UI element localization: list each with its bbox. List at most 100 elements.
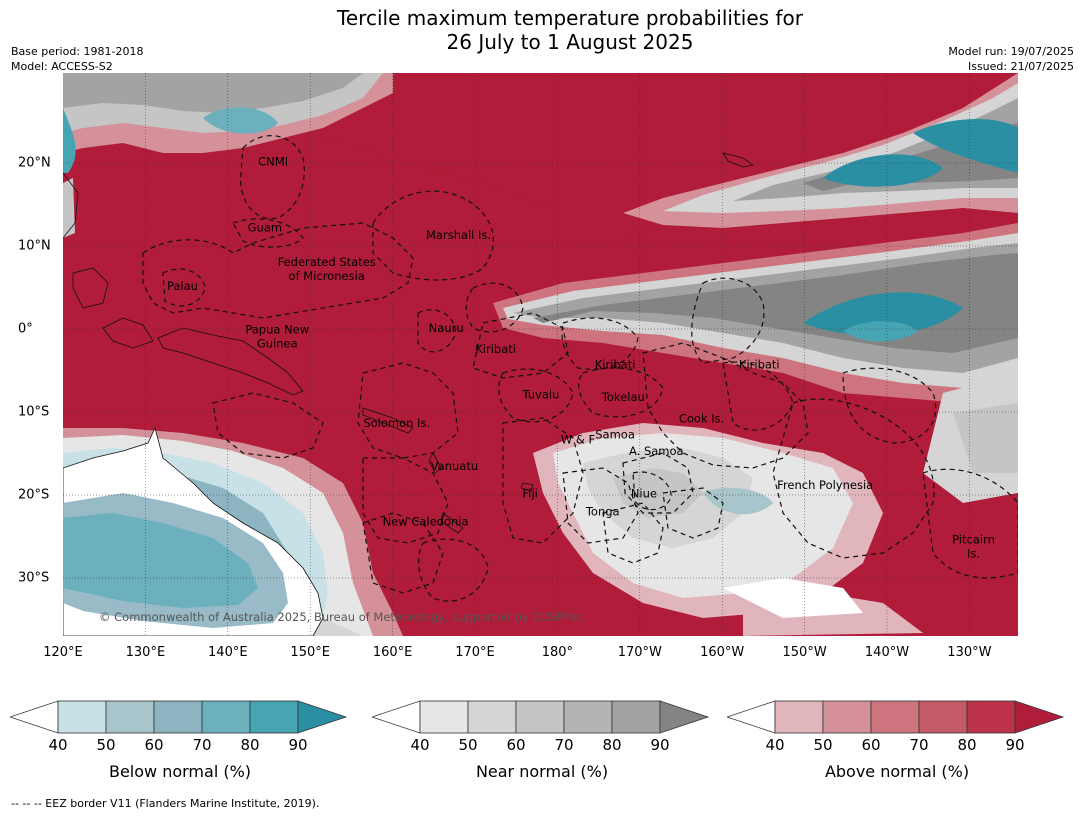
longitude-label: 140°E xyxy=(208,645,248,660)
region-label: Solomon Is. xyxy=(363,416,430,430)
longitude-label: 130°W xyxy=(947,645,992,660)
model-run: Model run: 19/07/2025 xyxy=(948,45,1074,58)
title-line-1: Tercile maximum temperature probabilitie… xyxy=(337,6,803,30)
colorbar-below-title: Below normal (%) xyxy=(108,762,252,781)
probability-map: © Commonwealth of Australia 2025, Bureau… xyxy=(63,73,1018,636)
region-label: Kiribati xyxy=(739,358,780,372)
region-label: Fiji xyxy=(523,486,538,500)
colorbar-tick: 60 xyxy=(861,736,880,754)
region-label: Guam xyxy=(248,221,282,235)
colorbar-bin xyxy=(153,700,203,734)
colorbar-tick: 90 xyxy=(650,736,669,754)
colorbar-tick: 40 xyxy=(765,736,784,754)
region-labels: CNMI Guam Marshall Is. Federated States of M… xyxy=(167,154,995,560)
region-label: Nauru xyxy=(429,321,464,335)
map-title: Tercile maximum temperature probabilitie… xyxy=(0,6,1085,54)
colorbar-tick: 50 xyxy=(96,736,115,754)
issued-date: Issued: 21/07/2025 xyxy=(967,60,1074,73)
region-label: Niue xyxy=(631,486,657,500)
colorbar-near-title: Near normal (%) xyxy=(475,762,609,781)
region-label: Kiribati xyxy=(595,358,636,372)
longitude-label: 170°W xyxy=(617,645,662,660)
longitude-label: 160°W xyxy=(700,645,745,660)
longitude-label: 150°W xyxy=(782,645,827,660)
latitude-label: 20°S xyxy=(18,487,50,503)
colorbar-tick: 60 xyxy=(144,736,163,754)
longitude-label: 170°E xyxy=(455,645,495,660)
colorbar-bin xyxy=(822,700,872,734)
region-label: Pitcairn Is. xyxy=(952,532,995,560)
longitude-label: 140°W xyxy=(864,645,910,660)
region-label: Federated States of Micronesia xyxy=(278,255,376,283)
colorbar-extend-low xyxy=(725,700,776,734)
region-label: Tonga xyxy=(585,505,620,519)
meta-right: Model run: 19/07/2025 Issued: 21/07/2025 xyxy=(948,44,1074,74)
longitude-label: 130°E xyxy=(125,645,166,660)
longitude-label: 160°E xyxy=(372,645,413,660)
colorbar-bin xyxy=(467,700,517,734)
eez-borders xyxy=(142,135,1018,602)
region-label: Tuvalu xyxy=(521,388,559,402)
meta-left: Base period: 1981-2018 Model: ACCESS-S2 xyxy=(11,44,143,74)
colorbar-tick: 70 xyxy=(554,736,573,754)
colorbar-bin xyxy=(918,700,968,734)
colorbar-bin xyxy=(419,700,469,734)
region-label: Vanuatu xyxy=(431,459,478,473)
region-label: W & F xyxy=(561,432,595,446)
colorbar-tick: 50 xyxy=(813,736,832,754)
latitude-label: 10°N xyxy=(18,238,51,254)
colorbar-tick: 80 xyxy=(957,736,976,754)
eez-footer-note: -- -- -- EEZ border V11 (Flanders Marine… xyxy=(11,797,320,810)
colorbar-bin xyxy=(563,700,613,734)
colorbar-extend-low xyxy=(370,700,421,734)
northeast-near-normal-band xyxy=(623,73,1018,228)
region-label: A. Samoa xyxy=(629,444,684,458)
longitude-label: 180° xyxy=(541,645,574,660)
colorbar-extend-high xyxy=(1014,700,1065,734)
colorbar-tick: 90 xyxy=(1005,736,1024,754)
coastlines xyxy=(63,152,754,534)
colorbar-below-scale: 40 50 60 70 80 90 xyxy=(8,700,348,754)
colorbar-tick: 80 xyxy=(602,736,621,754)
colorbar-extend-high xyxy=(659,700,710,734)
colorbar-bin xyxy=(774,700,824,734)
latitude-label: 10°S xyxy=(18,404,50,420)
colorbar-tick: 80 xyxy=(240,736,259,754)
model-name: Model: ACCESS-S2 xyxy=(11,60,113,73)
colorbar-above-scale: 40 50 60 70 80 90 xyxy=(725,700,1065,754)
colorbar-bin xyxy=(105,700,155,734)
colorbar-tick: 50 xyxy=(458,736,477,754)
longitude-label: 150°E xyxy=(290,645,330,660)
colorbar-bin xyxy=(57,700,107,734)
colorbar-bin xyxy=(515,700,565,734)
colorbar-tick: 40 xyxy=(410,736,429,754)
colorbar-tick: 70 xyxy=(909,736,928,754)
graticule xyxy=(63,73,1018,636)
latitude-label: 30°S xyxy=(18,570,50,586)
region-label: Cook Is. xyxy=(679,412,724,426)
region-label: Papua New Guinea xyxy=(245,322,309,350)
region-label: Kiribati xyxy=(475,342,516,356)
colorbar-near-scale: 40 50 60 70 80 90 xyxy=(370,700,710,754)
longitude-label: 120°E xyxy=(43,645,83,660)
colorbar-above-title: Above normal (%) xyxy=(824,762,970,781)
colorbar-tick: 60 xyxy=(506,736,525,754)
colorbar-bin xyxy=(201,700,251,734)
base-period: Base period: 1981-2018 xyxy=(11,45,144,58)
colorbar-bin xyxy=(870,700,920,734)
colorbar-tick: 90 xyxy=(288,736,307,754)
latitude-label: 0° xyxy=(18,321,33,337)
region-label: Marshall Is. xyxy=(426,228,491,242)
colorbar-bin xyxy=(249,700,299,734)
colorbar-tick: 40 xyxy=(48,736,67,754)
colorbar-above-normal: 40 50 60 70 80 90 Above normal (%) xyxy=(725,700,1067,790)
colorbar-tick: 70 xyxy=(192,736,211,754)
region-label: Samoa xyxy=(595,427,635,441)
region-label: Tokelau xyxy=(601,390,645,404)
colorbar-bin xyxy=(611,700,661,734)
latitude-label: 20°N xyxy=(18,155,51,171)
colorbar-extend-high xyxy=(297,700,348,734)
south-central-near-normal-region xyxy=(533,373,1018,636)
copyright-text: © Commonwealth of Australia 2025, Bureau… xyxy=(99,610,583,624)
colorbar-below-normal: 40 50 60 70 80 90 Below normal (%) xyxy=(8,700,350,790)
